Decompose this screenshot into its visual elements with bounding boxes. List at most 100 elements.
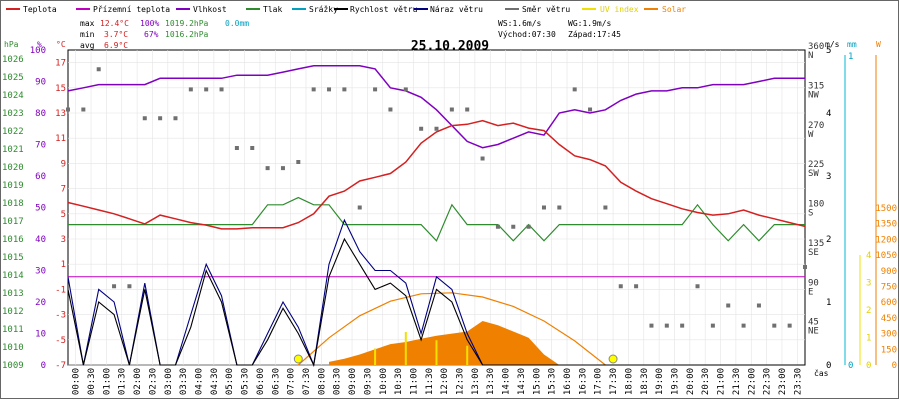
hpa-tick-label: 1018 bbox=[2, 199, 24, 209]
legend-label-smer: Směr větru bbox=[522, 5, 570, 14]
uv-tick-label: 0 bbox=[866, 361, 871, 371]
x-tick-label: 20:00 bbox=[686, 368, 696, 395]
temp-tick-label: 17 bbox=[55, 59, 66, 69]
wind-direction-point bbox=[250, 146, 255, 150]
x-tick-label: 19:00 bbox=[655, 368, 665, 395]
wind-direction-point bbox=[618, 284, 623, 289]
wind-direction-point bbox=[142, 116, 147, 121]
unit-hpa: hPa bbox=[4, 40, 19, 49]
x-tick-label: 13:30 bbox=[486, 368, 496, 395]
x-tick-label: 04:00 bbox=[195, 368, 205, 395]
pct-tick-label: 10 bbox=[35, 330, 46, 340]
dir-tick-label: 360 bbox=[808, 42, 824, 52]
x-tick-label: 14:00 bbox=[502, 368, 512, 395]
wind-direction-point bbox=[296, 160, 301, 164]
hpa-tick-label: 1025 bbox=[2, 73, 24, 83]
x-tick-label: 23:30 bbox=[793, 368, 803, 395]
pct-tick-label: 70 bbox=[35, 141, 46, 151]
temp-tick-label: 7 bbox=[61, 185, 66, 195]
x-tick-label: 07:00 bbox=[287, 368, 297, 395]
x-tick-label: 00:30 bbox=[87, 368, 97, 395]
wind-direction-point bbox=[112, 284, 117, 289]
pct-tick-label: 90 bbox=[35, 78, 46, 88]
uv-tick-label: 4 bbox=[866, 251, 871, 261]
legend-label-naraz: Náraz větru bbox=[430, 5, 483, 14]
wind-direction-point bbox=[66, 107, 70, 112]
mm-tick-label: 1 bbox=[848, 52, 853, 62]
temp-tick-label: -3 bbox=[55, 311, 66, 321]
mm-tick-label: 0 bbox=[848, 361, 853, 371]
series-pressure bbox=[68, 196, 805, 242]
x-axis: 00:00 00:30 01:00 01:30 02:00 02:30 03:00 03:30… bbox=[72, 368, 804, 395]
unit-w: W bbox=[876, 40, 881, 49]
hpa-tick-label: 1014 bbox=[2, 271, 24, 281]
pct-tick-label: 40 bbox=[35, 235, 46, 245]
stat-max-hum: 100% bbox=[140, 19, 159, 28]
pct-tick-label: 80 bbox=[35, 109, 46, 119]
w-tick-label: 1500 bbox=[875, 204, 897, 214]
stat-min-press: 1016.2hPa bbox=[165, 30, 209, 39]
x-tick-label: 15:00 bbox=[532, 368, 542, 395]
dir-tick-label: 315 bbox=[808, 81, 824, 91]
wind-speed-axis: 0 1 2 3 4 5 bbox=[826, 46, 831, 371]
stat-avg-label: avg bbox=[80, 41, 95, 50]
x-tick-label: 05:00 bbox=[225, 368, 235, 395]
temp-tick-label: 15 bbox=[55, 84, 66, 94]
w-tick-label: 1200 bbox=[875, 235, 897, 245]
sunset-marker bbox=[608, 354, 618, 364]
dir-tick-label: N bbox=[808, 51, 813, 61]
w-tick-label: 600 bbox=[881, 298, 897, 308]
hpa-tick-label: 1009 bbox=[2, 361, 24, 371]
w-tick-label: 1350 bbox=[875, 220, 897, 230]
chart-marks bbox=[66, 65, 807, 368]
humidity-axis: 0 10 20 30 40 50 60 70 80 90 100 bbox=[30, 46, 46, 371]
dir-tick-label: NW bbox=[808, 90, 819, 100]
wind-direction-point bbox=[434, 126, 439, 131]
wind-direction-point bbox=[741, 323, 746, 328]
hpa-tick-label: 1020 bbox=[2, 163, 24, 173]
x-tick-label: 17:00 bbox=[594, 368, 604, 395]
ms-tick-label: 0 bbox=[826, 361, 831, 371]
dir-tick-label: SW bbox=[808, 169, 819, 179]
wind-direction-point bbox=[726, 303, 731, 308]
hpa-tick-label: 1026 bbox=[2, 55, 24, 65]
wind-direction-point bbox=[449, 107, 454, 112]
uv-axis: 0 1 2 3 4 bbox=[866, 251, 871, 371]
dir-tick-label: 45 bbox=[808, 318, 819, 328]
x-tick-label: 20:30 bbox=[701, 368, 711, 395]
x-tick-label: 17:30 bbox=[609, 368, 619, 395]
wind-direction-point bbox=[280, 166, 285, 171]
x-tick-label: 10:30 bbox=[394, 368, 404, 395]
x-tick-label: 00:00 bbox=[72, 368, 82, 395]
series-wind-speed bbox=[67, 237, 805, 367]
wind-direction-point bbox=[419, 126, 424, 131]
wind-direction-point bbox=[219, 87, 224, 92]
wind-direction-point bbox=[204, 87, 209, 92]
wind-direction-point bbox=[265, 166, 270, 171]
legend-label-tlak: Tlak bbox=[263, 5, 282, 14]
w-tick-label: 450 bbox=[881, 314, 897, 324]
pct-tick-label: 100 bbox=[30, 46, 46, 56]
w-tick-label: 300 bbox=[881, 330, 897, 340]
hpa-tick-label: 1010 bbox=[2, 343, 24, 353]
wind-direction-point bbox=[127, 284, 132, 289]
x-tick-label: 02:30 bbox=[148, 368, 158, 395]
uv-tick-label: 2 bbox=[866, 306, 871, 316]
temp-tick-label: 13 bbox=[55, 109, 66, 119]
dir-tick-label: 225 bbox=[808, 160, 824, 170]
wind-direction-point bbox=[695, 284, 700, 289]
dir-tick-label: E bbox=[808, 287, 813, 297]
hpa-tick-label: 1019 bbox=[2, 181, 24, 191]
wind-direction-point bbox=[680, 323, 685, 328]
sunrise-marker bbox=[293, 354, 303, 364]
uv-tick-label: 3 bbox=[866, 279, 871, 289]
series-humidity bbox=[67, 65, 805, 149]
wind-direction-point bbox=[495, 224, 500, 229]
hpa-tick-label: 1013 bbox=[2, 289, 24, 299]
wind-direction-point bbox=[188, 87, 193, 92]
legend-label-vlhkost: Vlhkost bbox=[193, 5, 227, 14]
wind-direction-point bbox=[158, 116, 163, 121]
unit-ms: m/s bbox=[825, 40, 840, 49]
x-tick-label: 13:00 bbox=[471, 368, 481, 395]
